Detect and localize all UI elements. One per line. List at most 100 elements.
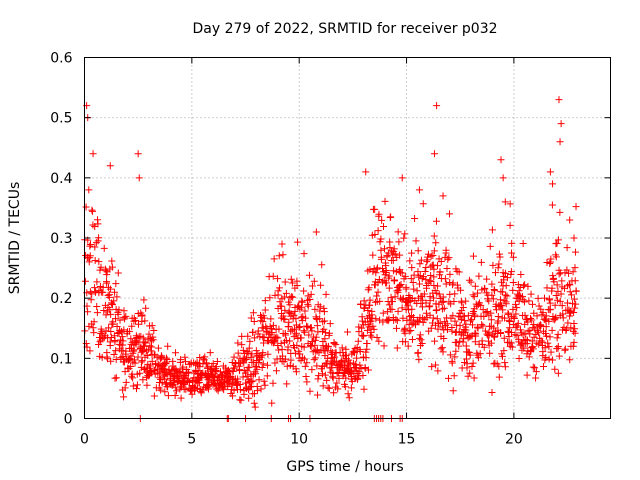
data-point: [132, 317, 140, 325]
data-point: [260, 377, 268, 385]
data-point: [92, 239, 100, 247]
data-point: [142, 304, 150, 312]
data-point: [508, 329, 516, 337]
data-point: [481, 327, 489, 335]
data-point: [284, 322, 292, 330]
data-point: [86, 242, 94, 250]
data-point: [111, 288, 119, 296]
data-point: [385, 272, 393, 280]
data-point: [394, 286, 402, 294]
data-point: [422, 299, 430, 307]
data-point: [224, 378, 232, 386]
data-point: [111, 337, 119, 345]
data-point: [511, 300, 519, 308]
data-point: [247, 314, 255, 322]
data-point: [301, 362, 309, 370]
data-point: [317, 281, 325, 289]
data-point: [415, 318, 423, 326]
data-point: [516, 284, 524, 292]
data-point: [113, 323, 121, 331]
data-point: [566, 356, 574, 364]
data-point: [98, 328, 106, 336]
data-point: [497, 156, 505, 164]
data-point: [250, 399, 258, 407]
data-point: [401, 230, 409, 238]
data-point: [125, 327, 133, 335]
data-point: [373, 333, 381, 341]
data-point: [88, 206, 96, 214]
data-point: [515, 355, 523, 363]
data-point: [402, 283, 410, 291]
data-point: [428, 363, 436, 371]
data-point: [203, 382, 211, 390]
data-point: [422, 263, 430, 271]
scatter-points: [81, 96, 580, 422]
data-point: [172, 387, 180, 395]
data-point: [375, 337, 383, 345]
data-point: [557, 290, 565, 298]
data-point: [420, 290, 428, 298]
data-point: [539, 363, 547, 371]
data-point: [553, 239, 561, 247]
data-point: [139, 334, 147, 342]
data-point: [374, 227, 382, 235]
data-point: [282, 331, 290, 339]
data-point: [397, 281, 405, 289]
data-point: [488, 291, 496, 299]
data-point: [258, 364, 266, 372]
data-point: [263, 372, 271, 380]
data-point: [278, 302, 286, 310]
data-point: [300, 327, 308, 335]
data-point: [375, 210, 383, 218]
data-point: [470, 293, 478, 301]
data-point: [419, 200, 427, 208]
data-point: [105, 324, 113, 332]
data-point: [477, 301, 485, 309]
data-point: [136, 369, 144, 377]
data-point: [272, 333, 280, 341]
data-point: [414, 349, 422, 357]
data-point: [301, 328, 309, 336]
data-point: [475, 272, 483, 280]
data-point: [481, 285, 489, 293]
data-point: [422, 309, 430, 317]
data-point: [443, 264, 451, 272]
data-point: [469, 291, 477, 299]
data-point: [94, 220, 102, 228]
data-point: [548, 201, 556, 209]
data-point: [501, 359, 509, 367]
data-point: [505, 316, 513, 324]
data-point: [149, 336, 157, 344]
data-point: [405, 327, 413, 335]
data-point: [300, 250, 308, 258]
data-point: [363, 340, 371, 348]
data-point: [408, 264, 416, 272]
data-point: [440, 334, 448, 342]
data-point: [545, 296, 553, 304]
data-point: [318, 370, 326, 378]
data-point: [456, 322, 464, 330]
data-point: [505, 332, 513, 340]
data-point: [457, 286, 465, 294]
data-point: [451, 317, 459, 325]
data-point: [253, 382, 261, 390]
data-point: [548, 356, 556, 364]
data-point: [547, 255, 555, 263]
data-point: [296, 323, 304, 331]
x-tick-label: 10: [290, 432, 308, 448]
data-point: [239, 373, 247, 381]
data-point: [386, 238, 394, 246]
data-point: [245, 363, 253, 371]
data-point: [354, 337, 362, 345]
data-point: [129, 374, 137, 382]
data-point: [446, 270, 454, 278]
data-point: [261, 381, 269, 389]
data-point: [476, 350, 484, 358]
data-point: [542, 353, 550, 361]
data-point: [112, 280, 120, 288]
data-point: [254, 350, 262, 358]
data-point: [567, 324, 575, 332]
data-point: [438, 298, 446, 306]
data-point: [280, 338, 288, 346]
data-point: [274, 291, 282, 299]
